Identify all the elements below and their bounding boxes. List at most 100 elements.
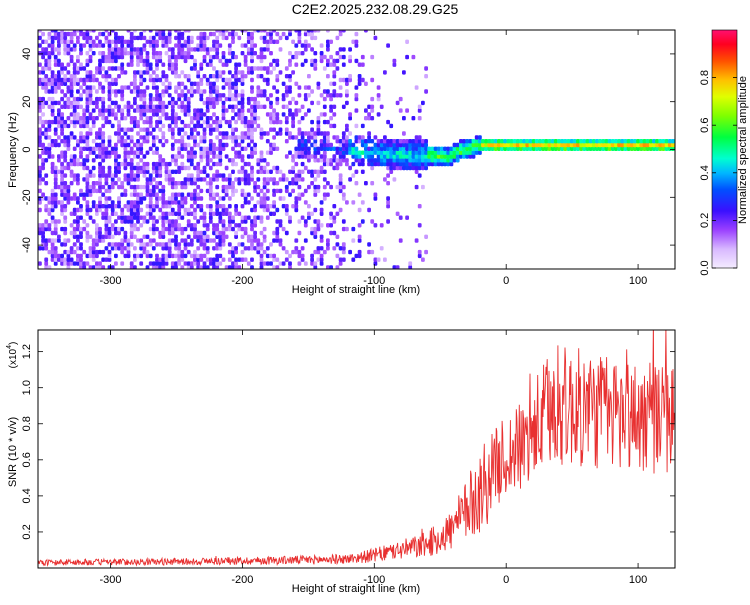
spectrogram-cell	[186, 242, 191, 247]
spectrogram-cell	[291, 54, 295, 60]
spectrogram-cell	[329, 123, 333, 129]
spectrogram-cell	[215, 89, 220, 94]
spectrogram-cell	[139, 96, 144, 102]
spectrogram-cell	[117, 139, 121, 144]
spectrogram-cell	[227, 204, 232, 209]
spectrogram-cell	[95, 142, 99, 148]
spectrogram-cell	[519, 146, 523, 151]
spectrogram-cell	[449, 146, 454, 151]
spectrogram-cell	[259, 150, 264, 155]
spectrogram-cell	[493, 142, 498, 148]
spectrogram-cell	[91, 173, 96, 178]
spectrogram-cell	[585, 139, 590, 144]
spectrogram-cell	[79, 230, 83, 236]
spectrogram-cell	[155, 31, 159, 37]
spectrogram-cell	[259, 215, 264, 220]
spectrogram-cell	[370, 249, 375, 255]
spectrogram-cell	[326, 246, 330, 251]
spectrogram-cell	[38, 154, 42, 159]
spectrogram-cell	[129, 51, 134, 56]
spectrogram-cell	[215, 204, 220, 209]
spectrogram-cell	[76, 112, 80, 117]
spectrogram-cell	[405, 154, 409, 159]
spectrogram-cell	[319, 223, 324, 228]
spectrogram-cell	[310, 253, 314, 259]
spectrogram-cell	[376, 142, 381, 148]
spectrogram-cell	[174, 169, 178, 174]
spectrogram-cell	[151, 112, 156, 117]
spectrogram-cell	[262, 93, 267, 98]
spectrogram-cell	[53, 261, 58, 266]
spectrogram-cell	[196, 85, 201, 90]
spectrogram-cell	[193, 165, 197, 171]
spectrogram-cell	[129, 215, 134, 220]
spectrogram-cell	[313, 62, 318, 67]
spectrogram-cell	[114, 116, 118, 121]
spectrogram-cell	[44, 261, 49, 266]
spectrogram-cell	[300, 161, 305, 167]
spectrogram-cell	[126, 215, 131, 220]
spectrogram-cell	[101, 215, 106, 220]
spectrogram-cell	[199, 31, 204, 37]
spectrogram-cell	[44, 196, 49, 201]
spectrogram-cell	[186, 54, 191, 60]
spectrogram-cell	[82, 135, 87, 140]
spectrogram-cell	[547, 146, 552, 151]
spectrogram-cell	[186, 47, 191, 52]
spectrogram-cell	[57, 142, 61, 148]
spectrogram-cell	[98, 39, 102, 44]
spectrogram-cell	[307, 139, 311, 144]
spectrogram-cell	[69, 39, 74, 44]
spectrogram-cell	[107, 234, 112, 239]
spectrogram-cell	[386, 196, 390, 201]
spectrogram-cell	[253, 219, 257, 224]
spectrogram-cell	[88, 249, 93, 255]
spectrogram-cell	[126, 150, 131, 155]
spectrogram-cell	[189, 146, 194, 151]
spectrogram-cell	[88, 112, 93, 117]
spectrogram-cell	[79, 257, 83, 262]
spectrogram-cell	[392, 139, 397, 144]
spectrogram-cell	[269, 177, 273, 182]
spectrogram-cell	[107, 58, 112, 64]
spectrogram-cell	[357, 253, 362, 259]
spectrogram-cell	[227, 123, 232, 129]
spectrogram-cell	[256, 215, 261, 220]
spectrogram-cell	[158, 100, 163, 106]
spectrogram-cell	[72, 177, 77, 182]
spectrogram-cell	[88, 93, 93, 98]
spectrogram-cell	[57, 234, 61, 239]
spectrogram-cell	[626, 139, 631, 144]
spectrogram-cell	[367, 150, 371, 155]
spectrogram-cell	[41, 47, 45, 52]
spectrogram-cell	[167, 35, 172, 41]
spectrogram-cell	[129, 47, 134, 52]
spectrogram-cell	[139, 165, 144, 171]
spectrogram-cell	[291, 39, 295, 44]
spectrogram-cell	[47, 51, 52, 56]
spectrogram-cell	[322, 154, 327, 159]
spectrogram-cell	[101, 238, 106, 243]
spectrogram-cell	[145, 62, 150, 67]
spectrogram-cell	[161, 43, 166, 48]
spectrogram-cell	[142, 173, 147, 178]
spectrogram-cell	[370, 219, 375, 224]
spectrogram-cell	[177, 154, 182, 159]
spectrogram-cell	[158, 215, 163, 220]
spectrogram-cell	[269, 261, 273, 266]
spectrogram-cell	[332, 135, 337, 140]
spectrogram-cell	[275, 62, 280, 67]
spectrogram-cell	[253, 181, 257, 186]
spectrogram-cell	[155, 123, 159, 129]
spectrogram-cell	[253, 246, 257, 251]
spectrogram-cell	[322, 249, 327, 255]
spectrogram-cell	[167, 81, 172, 86]
spectrogram-cell	[158, 96, 163, 102]
spectrogram-cell	[151, 177, 156, 182]
spectrogram-cell	[167, 39, 172, 44]
spectrogram-cell	[183, 242, 188, 247]
spectrogram-cell	[174, 35, 178, 41]
spectrogram-cell	[221, 211, 226, 216]
spectrogram-cell	[224, 131, 229, 136]
spectrogram-cell	[231, 253, 235, 259]
